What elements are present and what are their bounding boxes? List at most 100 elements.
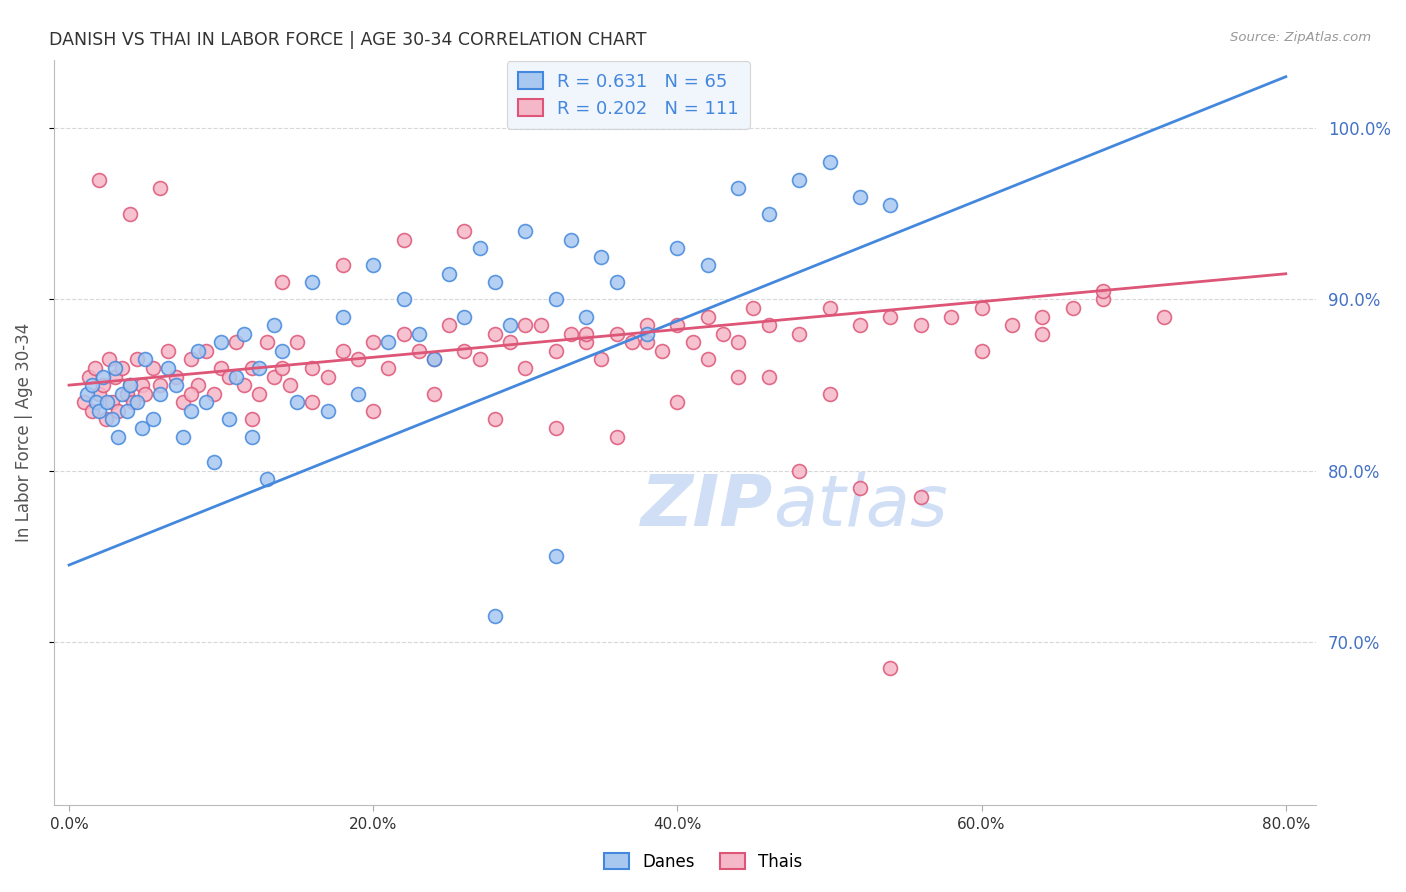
- Point: [271, 276, 294, 290]
- Point: [606, 326, 628, 341]
- Point: [787, 326, 810, 341]
- Point: [111, 386, 134, 401]
- Point: [910, 490, 932, 504]
- Point: [172, 429, 194, 443]
- Point: [89, 404, 111, 418]
- Point: [77, 369, 100, 384]
- Point: [156, 343, 179, 358]
- Point: [194, 343, 217, 358]
- Point: [439, 318, 461, 333]
- Point: [256, 335, 278, 350]
- Point: [271, 361, 294, 376]
- Point: [127, 395, 149, 409]
- Point: [696, 258, 718, 272]
- Point: [1031, 310, 1053, 324]
- Point: [468, 241, 491, 255]
- Point: [301, 395, 323, 409]
- Point: [499, 318, 522, 333]
- Point: [361, 335, 384, 350]
- Point: [787, 464, 810, 478]
- Point: [127, 352, 149, 367]
- Point: [758, 207, 780, 221]
- Point: [209, 361, 232, 376]
- Point: [529, 318, 551, 333]
- Point: [484, 609, 506, 624]
- Point: [271, 343, 294, 358]
- Point: [515, 318, 537, 333]
- Point: [233, 326, 256, 341]
- Point: [515, 361, 537, 376]
- Point: [666, 318, 689, 333]
- Point: [515, 224, 537, 238]
- Point: [332, 343, 354, 358]
- Point: [134, 352, 156, 367]
- Point: [91, 369, 114, 384]
- Point: [225, 369, 247, 384]
- Point: [453, 224, 475, 238]
- Point: [423, 352, 446, 367]
- Point: [1092, 293, 1115, 307]
- Point: [247, 361, 270, 376]
- Point: [301, 276, 323, 290]
- Point: [86, 395, 108, 409]
- Point: [165, 369, 187, 384]
- Point: [118, 378, 141, 392]
- Point: [107, 404, 129, 418]
- Point: [149, 378, 172, 392]
- Point: [392, 326, 415, 341]
- Legend: Danes, Thais: Danes, Thais: [596, 845, 810, 880]
- Point: [666, 241, 689, 255]
- Text: atlas: atlas: [773, 472, 948, 541]
- Point: [89, 172, 111, 186]
- Point: [131, 378, 153, 392]
- Point: [484, 276, 506, 290]
- Point: [180, 352, 202, 367]
- Point: [879, 661, 901, 675]
- Point: [104, 369, 127, 384]
- Point: [1062, 301, 1084, 315]
- Point: [80, 404, 103, 418]
- Point: [606, 429, 628, 443]
- Point: [377, 361, 399, 376]
- Point: [879, 310, 901, 324]
- Point: [696, 352, 718, 367]
- Point: [787, 172, 810, 186]
- Point: [194, 395, 217, 409]
- Point: [727, 181, 749, 195]
- Point: [134, 386, 156, 401]
- Point: [301, 361, 323, 376]
- Point: [278, 378, 301, 392]
- Point: [115, 404, 138, 418]
- Point: [575, 326, 598, 341]
- Point: [818, 301, 841, 315]
- Point: [100, 395, 122, 409]
- Point: [499, 335, 522, 350]
- Point: [392, 232, 415, 246]
- Point: [970, 301, 993, 315]
- Point: [131, 421, 153, 435]
- Point: [73, 395, 96, 409]
- Point: [218, 369, 240, 384]
- Point: [118, 207, 141, 221]
- Point: [575, 335, 598, 350]
- Point: [115, 386, 138, 401]
- Point: [484, 326, 506, 341]
- Point: [423, 352, 446, 367]
- Point: [187, 343, 209, 358]
- Point: [149, 181, 172, 195]
- Point: [544, 421, 567, 435]
- Point: [544, 293, 567, 307]
- Point: [453, 310, 475, 324]
- Point: [89, 386, 111, 401]
- Point: [711, 326, 734, 341]
- Point: [849, 189, 872, 203]
- Point: [620, 335, 643, 350]
- Point: [544, 343, 567, 358]
- Point: [263, 369, 285, 384]
- Point: [225, 335, 247, 350]
- Point: [879, 198, 901, 212]
- Point: [149, 386, 172, 401]
- Point: [347, 386, 370, 401]
- Point: [651, 343, 673, 358]
- Point: [233, 378, 256, 392]
